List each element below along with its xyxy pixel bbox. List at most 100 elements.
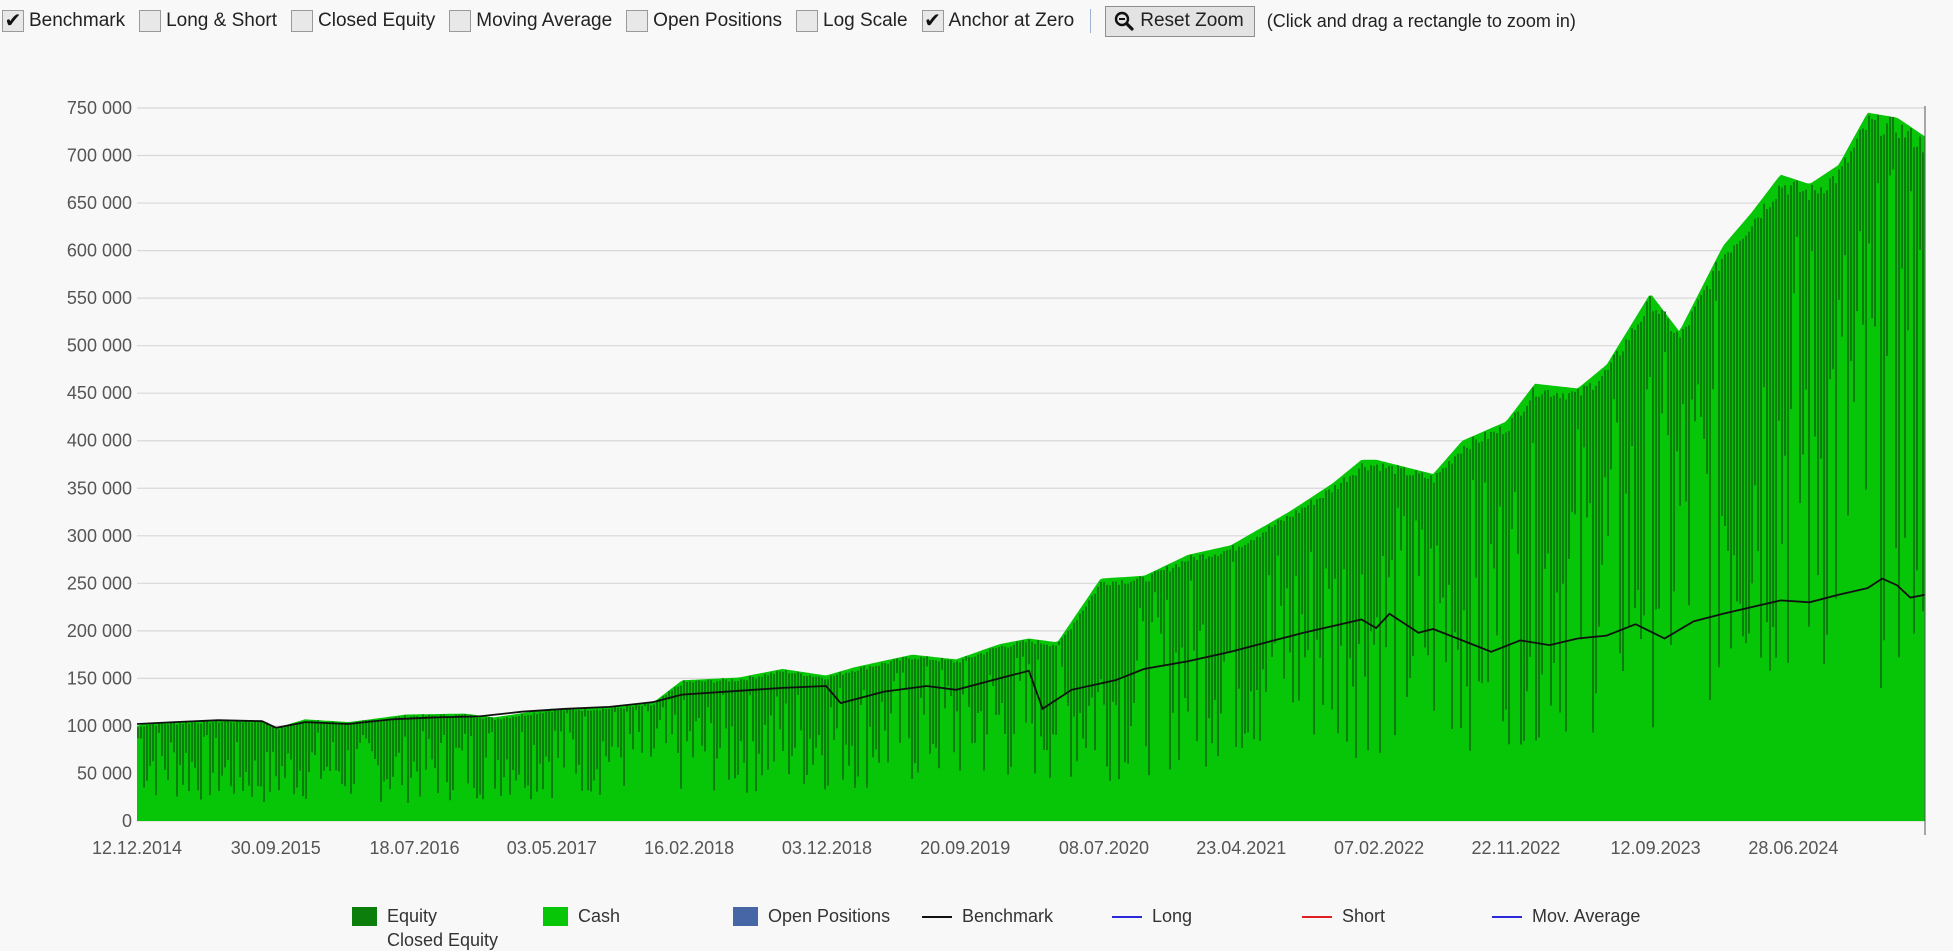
equity-bar bbox=[1271, 527, 1273, 657]
equity-bar bbox=[1118, 584, 1120, 780]
equity-bar bbox=[419, 717, 421, 797]
equity-bar bbox=[1295, 510, 1297, 577]
equity-bar bbox=[1361, 463, 1363, 575]
reset-zoom-button[interactable]: Reset Zoom bbox=[1105, 5, 1255, 37]
benchmark-checkbox[interactable]: ✔ Benchmark bbox=[2, 10, 125, 32]
benchmark-checkbox-label: Benchmark bbox=[29, 10, 126, 31]
equity-bar bbox=[1325, 490, 1327, 569]
equity-bar bbox=[1625, 339, 1627, 494]
x-tick-label: 23.04.2021 bbox=[1196, 838, 1286, 858]
equity-bar bbox=[1124, 583, 1126, 763]
anchor-at-zero-checkbox-box[interactable]: ✔ bbox=[921, 10, 944, 32]
open-positions-checkbox-box[interactable] bbox=[626, 10, 649, 32]
equity-bar bbox=[242, 722, 244, 791]
equity-bar bbox=[344, 724, 346, 787]
moving-average-checkbox[interactable]: Moving Average bbox=[449, 10, 612, 32]
x-tick-label: 28.06.2024 bbox=[1748, 838, 1838, 858]
equity-bar bbox=[194, 722, 196, 768]
equity-bar bbox=[548, 711, 550, 762]
equity-bar bbox=[866, 669, 868, 788]
equity-bar bbox=[1580, 395, 1582, 640]
equity-bar bbox=[1712, 271, 1714, 390]
equity-bar bbox=[341, 723, 343, 785]
equity-bar bbox=[1268, 525, 1270, 576]
equity-bar bbox=[377, 719, 379, 766]
equity-bar bbox=[1856, 138, 1858, 312]
equity-bar bbox=[1568, 393, 1570, 559]
equity-bar bbox=[1151, 573, 1153, 623]
equity-bar bbox=[1259, 537, 1261, 741]
equity-bar bbox=[1595, 385, 1597, 694]
equity-bar bbox=[1493, 431, 1495, 569]
equity-bar bbox=[425, 716, 427, 770]
anchor-at-zero-checkbox[interactable]: ✔ Anchor at Zero bbox=[921, 10, 1074, 32]
closed-equity-checkbox-box[interactable] bbox=[291, 10, 314, 32]
equity-bar bbox=[224, 721, 226, 768]
equity-bar bbox=[1499, 426, 1501, 507]
equity-bar bbox=[1538, 396, 1540, 738]
equity-bar bbox=[1490, 431, 1492, 545]
equity-bar bbox=[1379, 471, 1381, 753]
log-scale-checkbox[interactable]: Log Scale bbox=[796, 10, 908, 32]
equity-bar bbox=[1343, 477, 1345, 570]
equity-bar bbox=[947, 659, 949, 686]
zoom-hint: (Click and drag a rectangle to zoom in) bbox=[1266, 10, 1576, 31]
equity-bar bbox=[1238, 546, 1240, 689]
equity-bar bbox=[878, 665, 880, 763]
y-tick-label: 50 000 bbox=[77, 763, 132, 783]
equity-bar bbox=[761, 676, 763, 776]
equity-bar bbox=[1346, 482, 1348, 742]
equity-bar bbox=[701, 681, 703, 746]
equity-bar bbox=[269, 726, 271, 792]
long-short-checkbox-box[interactable] bbox=[139, 10, 162, 32]
equity-chart[interactable]: 0 50 000 100 000 150 000 200 000 250 000 300 0… bbox=[0, 42, 1953, 900]
y-tick-label: 700 000 bbox=[67, 146, 132, 166]
legend-equity: Equity bbox=[352, 906, 437, 927]
equity-bar bbox=[1022, 640, 1024, 657]
equity-bar bbox=[818, 676, 820, 736]
equity-bar bbox=[1685, 326, 1687, 502]
legend-long: Long bbox=[1112, 906, 1192, 927]
equity-bar bbox=[1919, 136, 1921, 250]
equity-bar bbox=[821, 677, 823, 756]
equity-bar bbox=[1640, 321, 1642, 640]
equity-bar bbox=[1313, 504, 1315, 735]
equity-bar bbox=[278, 729, 280, 791]
equity-bar bbox=[581, 711, 583, 791]
equity-bar bbox=[260, 722, 262, 787]
equity-bar bbox=[752, 677, 754, 742]
x-tick-label: 30.09.2015 bbox=[231, 838, 321, 858]
equity-bar bbox=[1292, 516, 1294, 703]
moving-average-checkbox-box[interactable] bbox=[449, 10, 472, 32]
equity-bar bbox=[689, 681, 691, 732]
log-scale-checkbox-box[interactable] bbox=[796, 10, 819, 32]
equity-bar bbox=[611, 708, 613, 747]
equity-bar bbox=[578, 710, 580, 765]
equity-bar bbox=[1046, 644, 1048, 751]
equity-bar bbox=[410, 716, 412, 778]
y-tick-label: 350 000 bbox=[67, 478, 132, 498]
long-short-checkbox[interactable]: Long & Short bbox=[139, 10, 277, 32]
equity-bar bbox=[899, 660, 901, 743]
equity-bar bbox=[1811, 184, 1813, 252]
equity-bar bbox=[428, 714, 430, 739]
equity-bar bbox=[1280, 520, 1282, 606]
equity-bar bbox=[1421, 472, 1423, 530]
equity-bar bbox=[1094, 593, 1096, 751]
equity-bar bbox=[1553, 395, 1555, 663]
equity-bar bbox=[479, 718, 481, 795]
benchmark-checkbox-box[interactable]: ✔ bbox=[2, 10, 24, 32]
equity-bar bbox=[620, 708, 622, 758]
equity-bar bbox=[1157, 570, 1159, 618]
equity-bar bbox=[722, 678, 724, 695]
equity-bar bbox=[713, 682, 715, 791]
equity-bar bbox=[983, 654, 985, 771]
closed-equity-checkbox[interactable]: Closed Equity bbox=[291, 10, 435, 32]
equity-bar bbox=[1316, 499, 1318, 640]
equity-bar bbox=[443, 714, 445, 735]
equity-bar bbox=[935, 660, 937, 748]
equity-bar bbox=[848, 672, 850, 766]
equity-bar bbox=[1550, 396, 1552, 706]
open-positions-checkbox[interactable]: Open Positions bbox=[626, 10, 782, 32]
equity-bar bbox=[1676, 331, 1678, 452]
